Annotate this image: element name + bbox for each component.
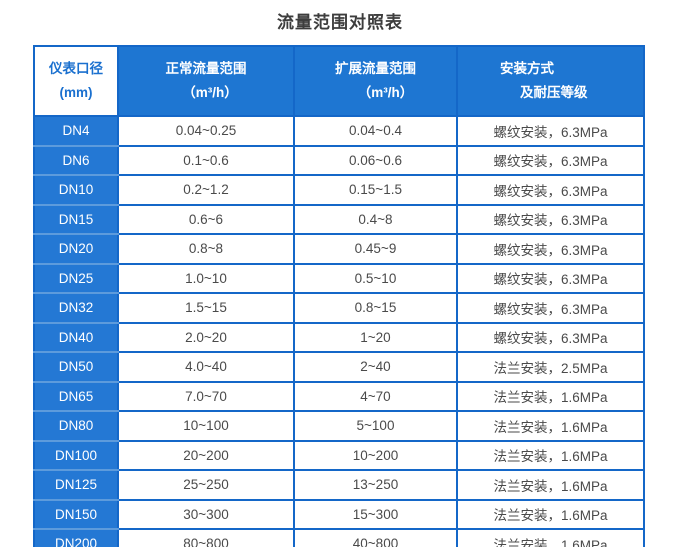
table-header: 仪表口径 (mm) 正常流量范围 （m³/h） 扩展流量范围 （m³/h） 安装… [33, 45, 645, 117]
cell-extended-flow: 0.5~10 [293, 262, 458, 294]
cell-diameter: DN125 [33, 469, 119, 501]
cell-normal-flow: 7.0~70 [117, 380, 295, 412]
cell-extended-flow: 0.15~1.5 [293, 174, 458, 206]
header-install-method-line2: 及耐压等级 [520, 85, 588, 100]
cell-extended-flow: 2~40 [293, 351, 458, 383]
cell-diameter: DN150 [33, 498, 119, 530]
cell-diameter: DN32 [33, 292, 119, 324]
header-meter-diameter-line2: (mm) [59, 85, 93, 100]
cell-diameter: DN10 [33, 174, 119, 206]
cell-install-method: 法兰安装，1.6MPa [456, 410, 645, 442]
table-row: DN6 0.1~0.6 0.06~0.6 螺纹安装，6.3MPa [33, 144, 645, 176]
header-meter-diameter: 仪表口径 (mm) [33, 45, 119, 117]
table-row: DN40 2.0~20 1~20 螺纹安装，6.3MPa [33, 321, 645, 353]
cell-install-method: 法兰安装，1.6MPa [456, 469, 645, 501]
cell-extended-flow: 5~100 [293, 410, 458, 442]
cell-diameter: DN25 [33, 262, 119, 294]
cell-normal-flow: 0.6~6 [117, 203, 295, 235]
header-extended-flow-range: 扩展流量范围 （m³/h） [293, 45, 458, 117]
cell-install-method: 法兰安装，1.6MPa [456, 380, 645, 412]
cell-normal-flow: 25~250 [117, 469, 295, 501]
cell-extended-flow: 0.8~15 [293, 292, 458, 324]
cell-install-method: 螺纹安装，6.3MPa [456, 292, 645, 324]
cell-normal-flow: 2.0~20 [117, 321, 295, 353]
cell-normal-flow: 0.1~0.6 [117, 144, 295, 176]
table-row: DN4 0.04~0.25 0.04~0.4 螺纹安装，6.3MPa [33, 115, 645, 147]
cell-install-method: 螺纹安装，6.3MPa [456, 144, 645, 176]
cell-install-method: 螺纹安装，6.3MPa [456, 203, 645, 235]
cell-normal-flow: 0.2~1.2 [117, 174, 295, 206]
cell-extended-flow: 15~300 [293, 498, 458, 530]
cell-normal-flow: 0.04~0.25 [117, 115, 295, 147]
cell-install-method: 螺纹安装，6.3MPa [456, 115, 645, 147]
table-row: DN200 80~800 40~800 法兰安装，1.6MPa [33, 528, 645, 547]
cell-install-method: 法兰安装，1.6MPa [456, 498, 645, 530]
cell-diameter: DN80 [33, 410, 119, 442]
cell-normal-flow: 4.0~40 [117, 351, 295, 383]
cell-normal-flow: 1.0~10 [117, 262, 295, 294]
header-install-method-line1: 安装方式 [500, 61, 554, 77]
cell-diameter: DN4 [33, 115, 119, 147]
cell-install-method: 螺纹安装，6.3MPa [456, 321, 645, 353]
cell-diameter: DN65 [33, 380, 119, 412]
cell-normal-flow: 0.8~8 [117, 233, 295, 265]
header-row: 仪表口径 (mm) 正常流量范围 （m³/h） 扩展流量范围 （m³/h） 安装… [33, 45, 645, 117]
cell-install-method: 螺纹安装，6.3MPa [456, 262, 645, 294]
cell-normal-flow: 80~800 [117, 528, 295, 547]
table-row: DN25 1.0~10 0.5~10 螺纹安装，6.3MPa [33, 262, 645, 294]
cell-diameter: DN100 [33, 439, 119, 471]
table-row: DN50 4.0~40 2~40 法兰安装，2.5MPa [33, 351, 645, 383]
cell-normal-flow: 30~300 [117, 498, 295, 530]
cell-install-method: 法兰安装，2.5MPa [456, 351, 645, 383]
cell-extended-flow: 0.45~9 [293, 233, 458, 265]
table-row: DN32 1.5~15 0.8~15 螺纹安装，6.3MPa [33, 292, 645, 324]
header-normal-flow-range-line1: 正常流量范围 [165, 61, 247, 77]
cell-extended-flow: 0.06~0.6 [293, 144, 458, 176]
table-row: DN10 0.2~1.2 0.15~1.5 螺纹安装，6.3MPa [33, 174, 645, 206]
cell-extended-flow: 0.4~8 [293, 203, 458, 235]
cell-normal-flow: 10~100 [117, 410, 295, 442]
flow-range-table: 仪表口径 (mm) 正常流量范围 （m³/h） 扩展流量范围 （m³/h） 安装… [33, 45, 645, 547]
cell-install-method: 法兰安装，1.6MPa [456, 439, 645, 471]
cell-diameter: DN20 [33, 233, 119, 265]
cell-diameter: DN6 [33, 144, 119, 176]
cell-install-method: 螺纹安装，6.3MPa [456, 174, 645, 206]
header-meter-diameter-line1: 仪表口径 [49, 61, 103, 77]
header-install-method: 安装方式 及耐压等级 [456, 45, 645, 117]
header-extended-flow-range-line1: 扩展流量范围 [335, 61, 416, 77]
cell-install-method: 螺纹安装，6.3MPa [456, 233, 645, 265]
cell-normal-flow: 1.5~15 [117, 292, 295, 324]
table-row: DN65 7.0~70 4~70 法兰安装，1.6MPa [33, 380, 645, 412]
cell-extended-flow: 40~800 [293, 528, 458, 547]
cell-diameter: DN50 [33, 351, 119, 383]
cell-extended-flow: 13~250 [293, 469, 458, 501]
cell-diameter: DN15 [33, 203, 119, 235]
page-title: 流量范围对照表 [277, 13, 403, 32]
cell-normal-flow: 20~200 [117, 439, 295, 471]
table-row: DN100 20~200 10~200 法兰安装，1.6MPa [33, 439, 645, 471]
cell-extended-flow: 1~20 [293, 321, 458, 353]
cell-diameter: DN200 [33, 528, 119, 547]
table-row: DN125 25~250 13~250 法兰安装，1.6MPa [33, 469, 645, 501]
table-body: DN4 0.04~0.25 0.04~0.4 螺纹安装，6.3MPa DN6 0.1~0.… [33, 115, 645, 547]
header-normal-flow-range-line2: （m³/h） [182, 85, 238, 100]
cell-diameter: DN40 [33, 321, 119, 353]
cell-extended-flow: 0.04~0.4 [293, 115, 458, 147]
cell-extended-flow: 10~200 [293, 439, 458, 471]
table-row: DN150 30~300 15~300 法兰安装，1.6MPa [33, 498, 645, 530]
header-extended-flow-range-line2: （m³/h） [357, 85, 414, 100]
cell-extended-flow: 4~70 [293, 380, 458, 412]
table-row: DN80 10~100 5~100 法兰安装，1.6MPa [33, 410, 645, 442]
table-row: DN20 0.8~8 0.45~9 螺纹安装，6.3MPa [33, 233, 645, 265]
cell-install-method: 法兰安装，1.6MPa [456, 528, 645, 547]
table-row: DN15 0.6~6 0.4~8 螺纹安装，6.3MPa [33, 203, 645, 235]
header-normal-flow-range: 正常流量范围 （m³/h） [117, 45, 295, 117]
